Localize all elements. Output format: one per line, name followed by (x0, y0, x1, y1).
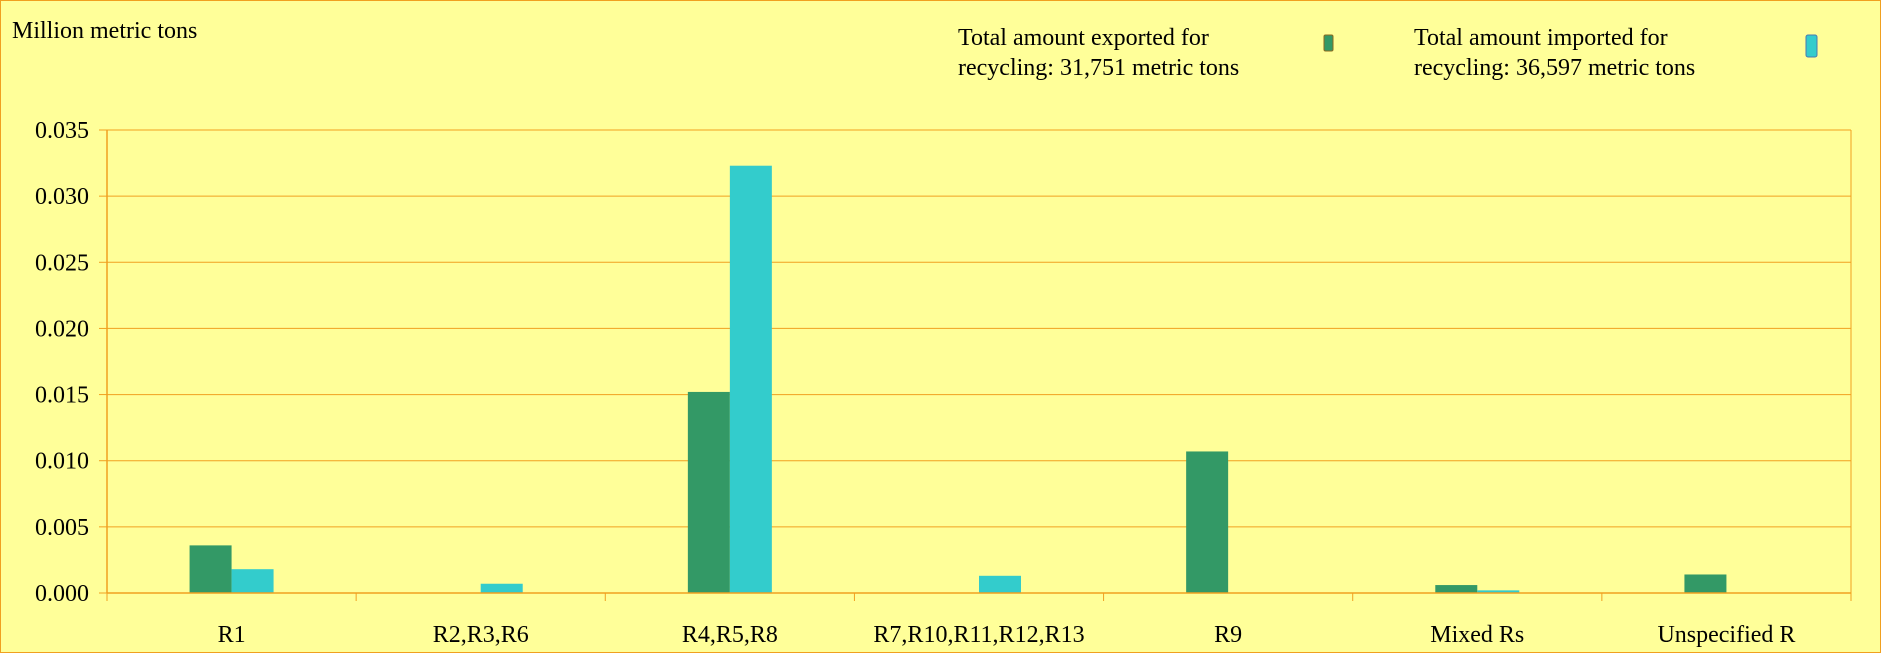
x-category-label: Unspecified R (1657, 622, 1795, 648)
legend-exported-line-2: recycling: 31,751 metric tons (958, 55, 1239, 81)
x-category-label: R7,R10,R11,R12,R13 (873, 622, 1084, 648)
bar-imported (1477, 590, 1520, 593)
x-category-label: R2,R3,R6 (433, 622, 529, 648)
bar-imported (979, 575, 1021, 593)
x-category-label: R4,R5,R8 (682, 622, 778, 648)
bar-exported (1684, 574, 1727, 593)
bar-imported (480, 583, 523, 593)
legend-item-exported: Total amount exported for recycling: 31,… (958, 25, 1334, 81)
y-tick-label: 0.020 (35, 316, 89, 342)
svg-text:Total amount exported for: Total amount exported for recycling: 31,… (958, 25, 1239, 81)
bar-exported (1435, 585, 1478, 593)
svg-text:Total amount imported for: Total amount imported for recycling: 36,… (1414, 25, 1695, 81)
y-tick-label: 0.025 (35, 250, 89, 276)
bars (189, 165, 1727, 593)
legend-swatch-imported (1805, 34, 1818, 58)
bar-exported (189, 545, 232, 593)
x-category-label: R1 (218, 622, 246, 648)
x-category-label: R9 (1214, 622, 1242, 648)
y-tick-label: 0.005 (35, 515, 89, 541)
x-category-label: Mixed Rs (1430, 622, 1524, 648)
gridlines (107, 129, 1852, 593)
legend-swatch-exported (1323, 34, 1334, 52)
legend-imported-line-2: recycling: 36,597 metric tons (1414, 55, 1695, 81)
y-tick-label: 0.010 (35, 449, 89, 475)
bar-exported (687, 391, 730, 593)
axes (99, 129, 1852, 601)
bar-imported (729, 165, 772, 593)
legend: Total amount exported for recycling: 31,… (958, 25, 1818, 81)
y-tick-label: 0.015 (35, 383, 89, 409)
y-tick-label: 0.000 (35, 581, 89, 607)
legend-imported-line-1: Total amount imported for (1414, 25, 1668, 51)
x-category-labels: R1 R2,R3,R6 R4,R5,R8 R7,R10,R11,R12,R13 R9 Mi… (218, 622, 1796, 648)
y-axis-unit-label: Million metric tons (12, 18, 197, 44)
y-tick-labels: 0.000 0.005 0.010 0.015 0.020 0.025 0.030 0.035 (35, 118, 89, 607)
legend-item-imported: Total amount imported for recycling: 36,… (1414, 25, 1818, 81)
bar-exported (1186, 451, 1229, 593)
y-tick-label: 0.035 (35, 118, 89, 144)
legend-exported-line-1: Total amount exported for (958, 25, 1209, 51)
y-tick-label: 0.030 (35, 184, 89, 210)
bar-imported (231, 569, 274, 593)
